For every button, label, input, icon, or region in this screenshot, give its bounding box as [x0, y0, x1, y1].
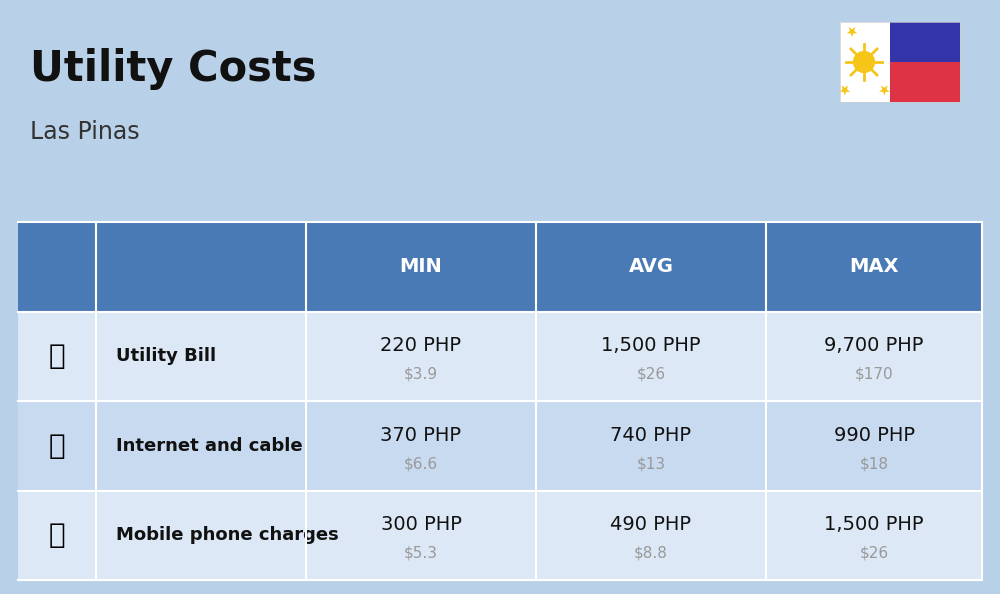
- Circle shape: [854, 52, 874, 72]
- Polygon shape: [879, 86, 890, 96]
- Bar: [18, 491, 96, 580]
- Text: $170: $170: [855, 366, 893, 382]
- Text: Utility Bill: Utility Bill: [116, 347, 216, 365]
- Text: $18: $18: [860, 456, 889, 471]
- Polygon shape: [847, 27, 857, 37]
- Text: Las Pinas: Las Pinas: [30, 120, 140, 144]
- Text: 📱: 📱: [49, 522, 65, 549]
- Text: 740 PHP: 740 PHP: [610, 425, 692, 444]
- Text: 370 PHP: 370 PHP: [380, 425, 462, 444]
- Bar: [18, 311, 96, 401]
- Bar: [890, 22, 960, 62]
- Bar: [890, 62, 960, 102]
- Text: AVG: AVG: [629, 257, 674, 276]
- Text: Mobile phone charges: Mobile phone charges: [116, 526, 339, 544]
- Text: 1,500 PHP: 1,500 PHP: [824, 515, 924, 534]
- Bar: [18, 222, 982, 311]
- Text: $5.3: $5.3: [404, 546, 438, 561]
- Bar: [18, 401, 982, 491]
- Bar: [18, 491, 982, 580]
- Text: 1,500 PHP: 1,500 PHP: [601, 336, 701, 355]
- Text: 📡: 📡: [49, 432, 65, 460]
- Text: 300 PHP: 300 PHP: [381, 515, 461, 534]
- Bar: [840, 22, 960, 102]
- Text: 9,700 PHP: 9,700 PHP: [824, 336, 924, 355]
- Text: 490 PHP: 490 PHP: [610, 515, 692, 534]
- Text: 220 PHP: 220 PHP: [380, 336, 462, 355]
- Text: Internet and cable: Internet and cable: [116, 437, 303, 455]
- Text: $26: $26: [636, 366, 666, 382]
- Text: $6.6: $6.6: [404, 456, 438, 471]
- Text: MIN: MIN: [400, 257, 442, 276]
- Text: $13: $13: [636, 456, 666, 471]
- Polygon shape: [840, 22, 890, 102]
- Bar: [18, 401, 96, 491]
- Polygon shape: [839, 86, 850, 96]
- Text: $26: $26: [859, 546, 889, 561]
- Text: Utility Costs: Utility Costs: [30, 48, 316, 90]
- Text: $8.8: $8.8: [634, 546, 668, 561]
- Text: $3.9: $3.9: [404, 366, 438, 382]
- Bar: [18, 311, 982, 401]
- Text: 990 PHP: 990 PHP: [834, 425, 914, 444]
- Text: MAX: MAX: [849, 257, 899, 276]
- Text: 🔌: 🔌: [49, 342, 65, 370]
- Bar: [840, 22, 960, 102]
